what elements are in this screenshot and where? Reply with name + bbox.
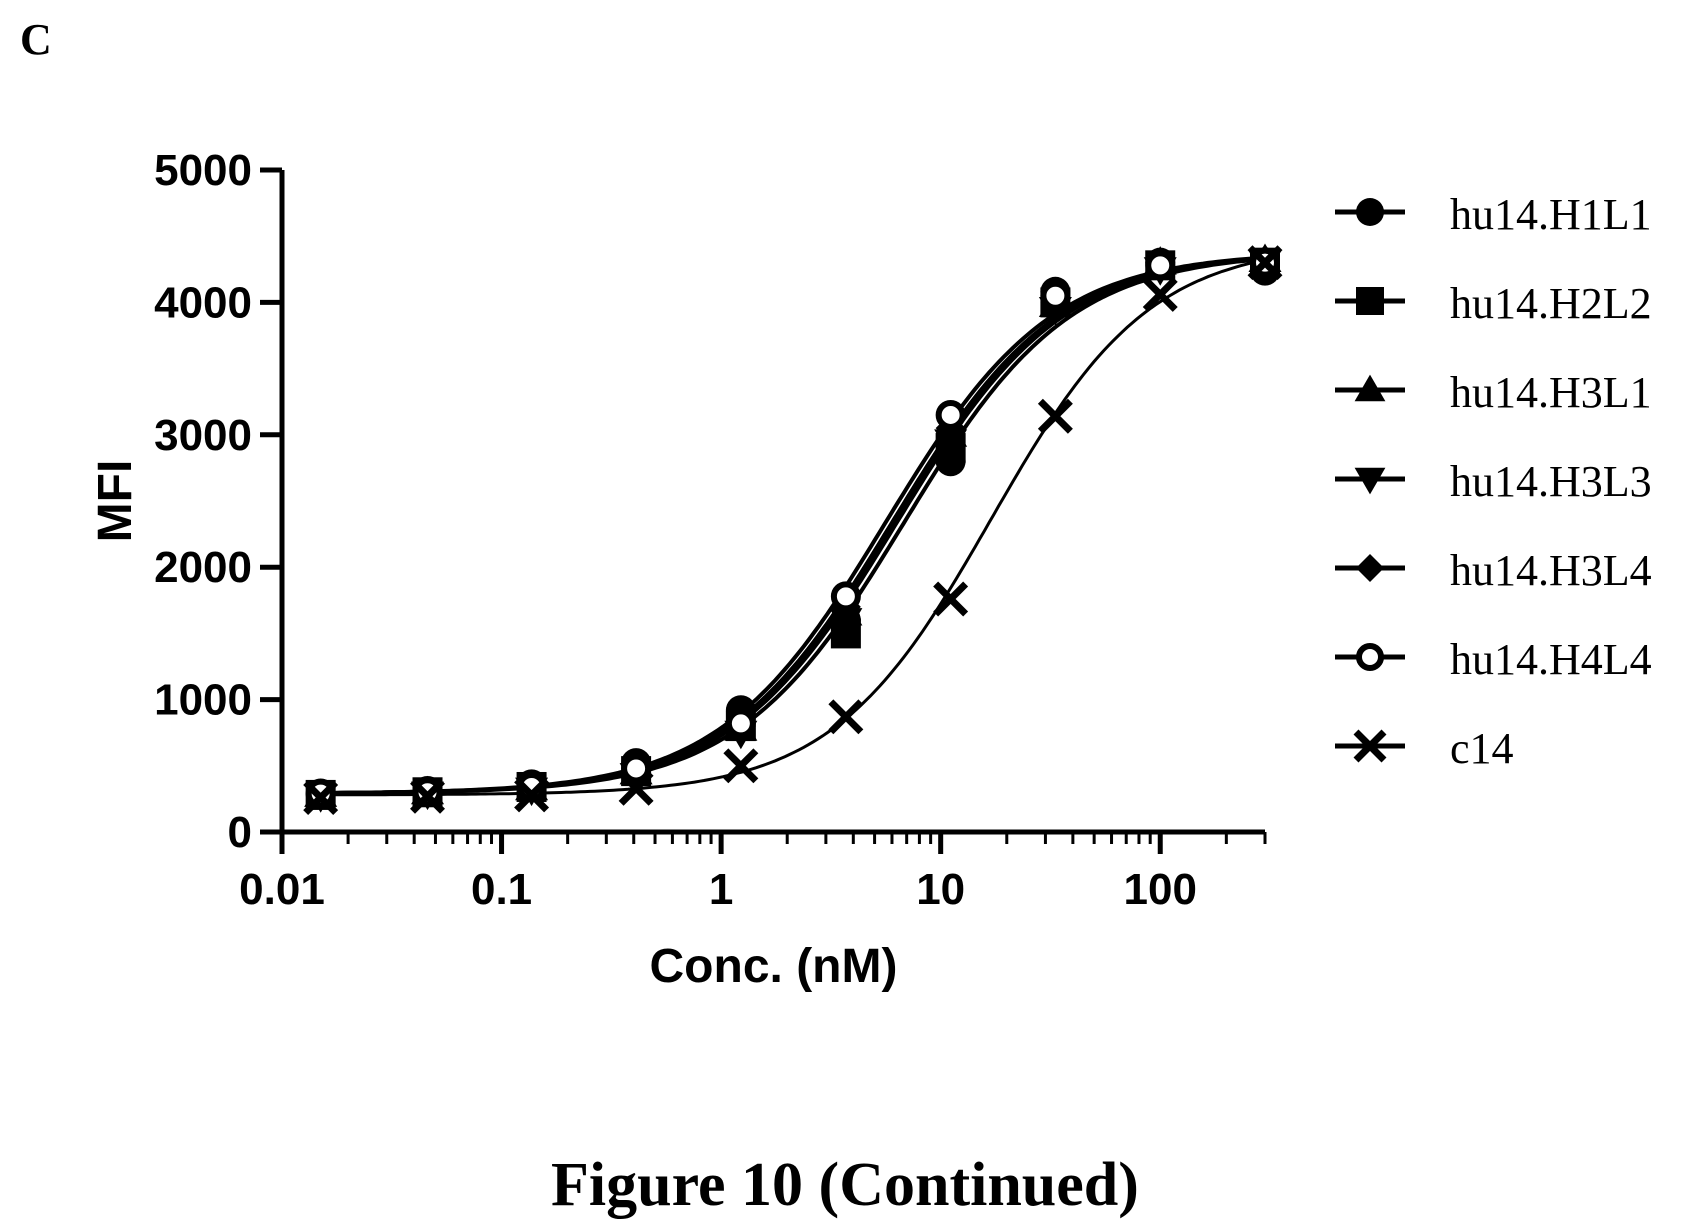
data-point-hu14.H3L3: [829, 608, 863, 637]
x-tick-label: 1: [709, 865, 733, 914]
fit-curve-hu14.H1L1: [314, 257, 1266, 796]
legend-item-hu14.H3L3: hu14.H3L3: [1335, 457, 1652, 506]
legend-marker: [1353, 729, 1387, 763]
fit-curve-hu14.H2L2: [314, 256, 1266, 796]
marker-square: [1356, 287, 1384, 315]
legend-label: hu14.H3L1: [1450, 368, 1652, 417]
legend-item-hu14.H2L2: hu14.H2L2: [1335, 279, 1652, 328]
data-point-c14: [828, 699, 864, 735]
y-tick-label: 1000: [154, 676, 252, 725]
fit-curves: [314, 255, 1266, 797]
data-points: [303, 243, 1283, 816]
marker-x-stroke: [303, 780, 339, 816]
marker-x-stroke: [1247, 245, 1283, 281]
marker-triangle-down: [1354, 467, 1386, 495]
fit-curve-hu14.H3L1: [314, 256, 1266, 796]
marker-circle: [1356, 198, 1384, 226]
legend-label: hu14.H1L1: [1450, 190, 1652, 239]
data-point-hu14.H3L3: [934, 429, 968, 458]
data-point-c14: [410, 778, 445, 814]
data-point-hu14.H4L4: [725, 708, 756, 739]
legend-marker: [1354, 374, 1386, 402]
data-point-hu14.H4L4: [621, 753, 652, 784]
marker-open-circle: [935, 399, 966, 430]
data-point-hu14.H4L4: [935, 399, 966, 430]
marker-open-circle: [1145, 250, 1176, 281]
data-point-c14: [303, 780, 339, 816]
y-tick-label: 5000: [154, 146, 252, 195]
data-point-hu14.H4L4: [1040, 280, 1071, 311]
legend-label: c14: [1450, 724, 1514, 773]
fit-curve-hu14.H4L4: [314, 255, 1266, 796]
marker-open-circle: [830, 581, 861, 612]
data-point-c14: [514, 777, 550, 813]
figure-caption: Figure 10 (Continued): [551, 1151, 1139, 1219]
data-point-c14: [618, 770, 654, 806]
data-point-c14: [1142, 276, 1178, 312]
data-point-c14: [933, 581, 969, 617]
marker-diamond: [1356, 554, 1384, 582]
y-tick-label: 2000: [154, 543, 252, 592]
legend-item-hu14.H4L4: hu14.H4L4: [1335, 635, 1652, 684]
marker-triangle-down: [829, 608, 863, 637]
x-tick-label: 100: [1124, 865, 1197, 914]
fit-curve-hu14.H3L3: [314, 256, 1266, 796]
legend-item-hu14.H3L4: hu14.H3L4: [1335, 546, 1652, 595]
marker-open-circle: [621, 753, 652, 784]
dose-response-chart: 0 1000 2000 3000 4000 5000 0.01 0.1 1 10 100 Conc.…: [89, 146, 1652, 993]
x-tick-label: 0.1: [471, 865, 532, 914]
y-tick-label: 0: [228, 808, 252, 857]
x-tick-label: 10: [916, 865, 965, 914]
marker-open-circle: [1040, 280, 1071, 311]
marker-x-stroke: [410, 778, 445, 814]
legend-marker: [1356, 287, 1384, 315]
data-point-hu14.H4L4: [1145, 250, 1176, 281]
fit-curve-c14: [314, 258, 1266, 797]
marker-triangle-down: [934, 429, 968, 458]
legend-item-hu14.H1L1: hu14.H1L1: [1335, 190, 1652, 239]
legend-label: hu14.H3L3: [1450, 457, 1652, 506]
legend: hu14.H1L1 hu14.H2L2 hu14.H3L1 hu14.H3L3 hu14…: [1335, 190, 1652, 773]
y-tick-label: 4000: [154, 278, 252, 327]
x-axis-title: Conc. (nM): [650, 940, 898, 993]
marker-x-stroke: [514, 777, 550, 813]
data-point-c14: [1247, 245, 1283, 281]
legend-marker: [1356, 554, 1384, 582]
legend-item-hu14.H3L1: hu14.H3L1: [1335, 368, 1652, 417]
x-tick-label: 0.01: [239, 865, 325, 914]
y-axis-title: MFI: [89, 460, 142, 543]
marker-triangle-up: [1354, 374, 1386, 402]
data-point-c14: [1037, 398, 1073, 434]
y-tick-label: 3000: [154, 411, 252, 460]
panel-letter: C: [20, 15, 52, 64]
marker-x-stroke: [933, 581, 969, 617]
fit-curve-hu14.H3L4: [314, 256, 1266, 796]
marker-open-circle: [1356, 643, 1384, 671]
marker-x-stroke: [723, 748, 759, 784]
marker-x-stroke: [1142, 276, 1178, 312]
legend-label: hu14.H3L4: [1450, 546, 1652, 595]
legend-marker: [1356, 198, 1384, 226]
axes: 0 1000 2000 3000 4000 5000 0.01 0.1 1 10 100: [154, 146, 1267, 914]
marker-x-stroke: [1353, 729, 1387, 763]
legend-label: hu14.H2L2: [1450, 279, 1652, 328]
marker-open-circle: [725, 708, 756, 739]
legend-item-c14: c14: [1335, 724, 1514, 773]
legend-marker: [1356, 643, 1384, 671]
marker-x-stroke: [828, 699, 864, 735]
data-point-c14: [723, 748, 759, 784]
marker-x-stroke: [1037, 398, 1073, 434]
data-point-hu14.H4L4: [830, 581, 861, 612]
marker-x-stroke: [618, 770, 654, 806]
legend-marker: [1354, 467, 1386, 495]
legend-label: hu14.H4L4: [1450, 635, 1652, 684]
